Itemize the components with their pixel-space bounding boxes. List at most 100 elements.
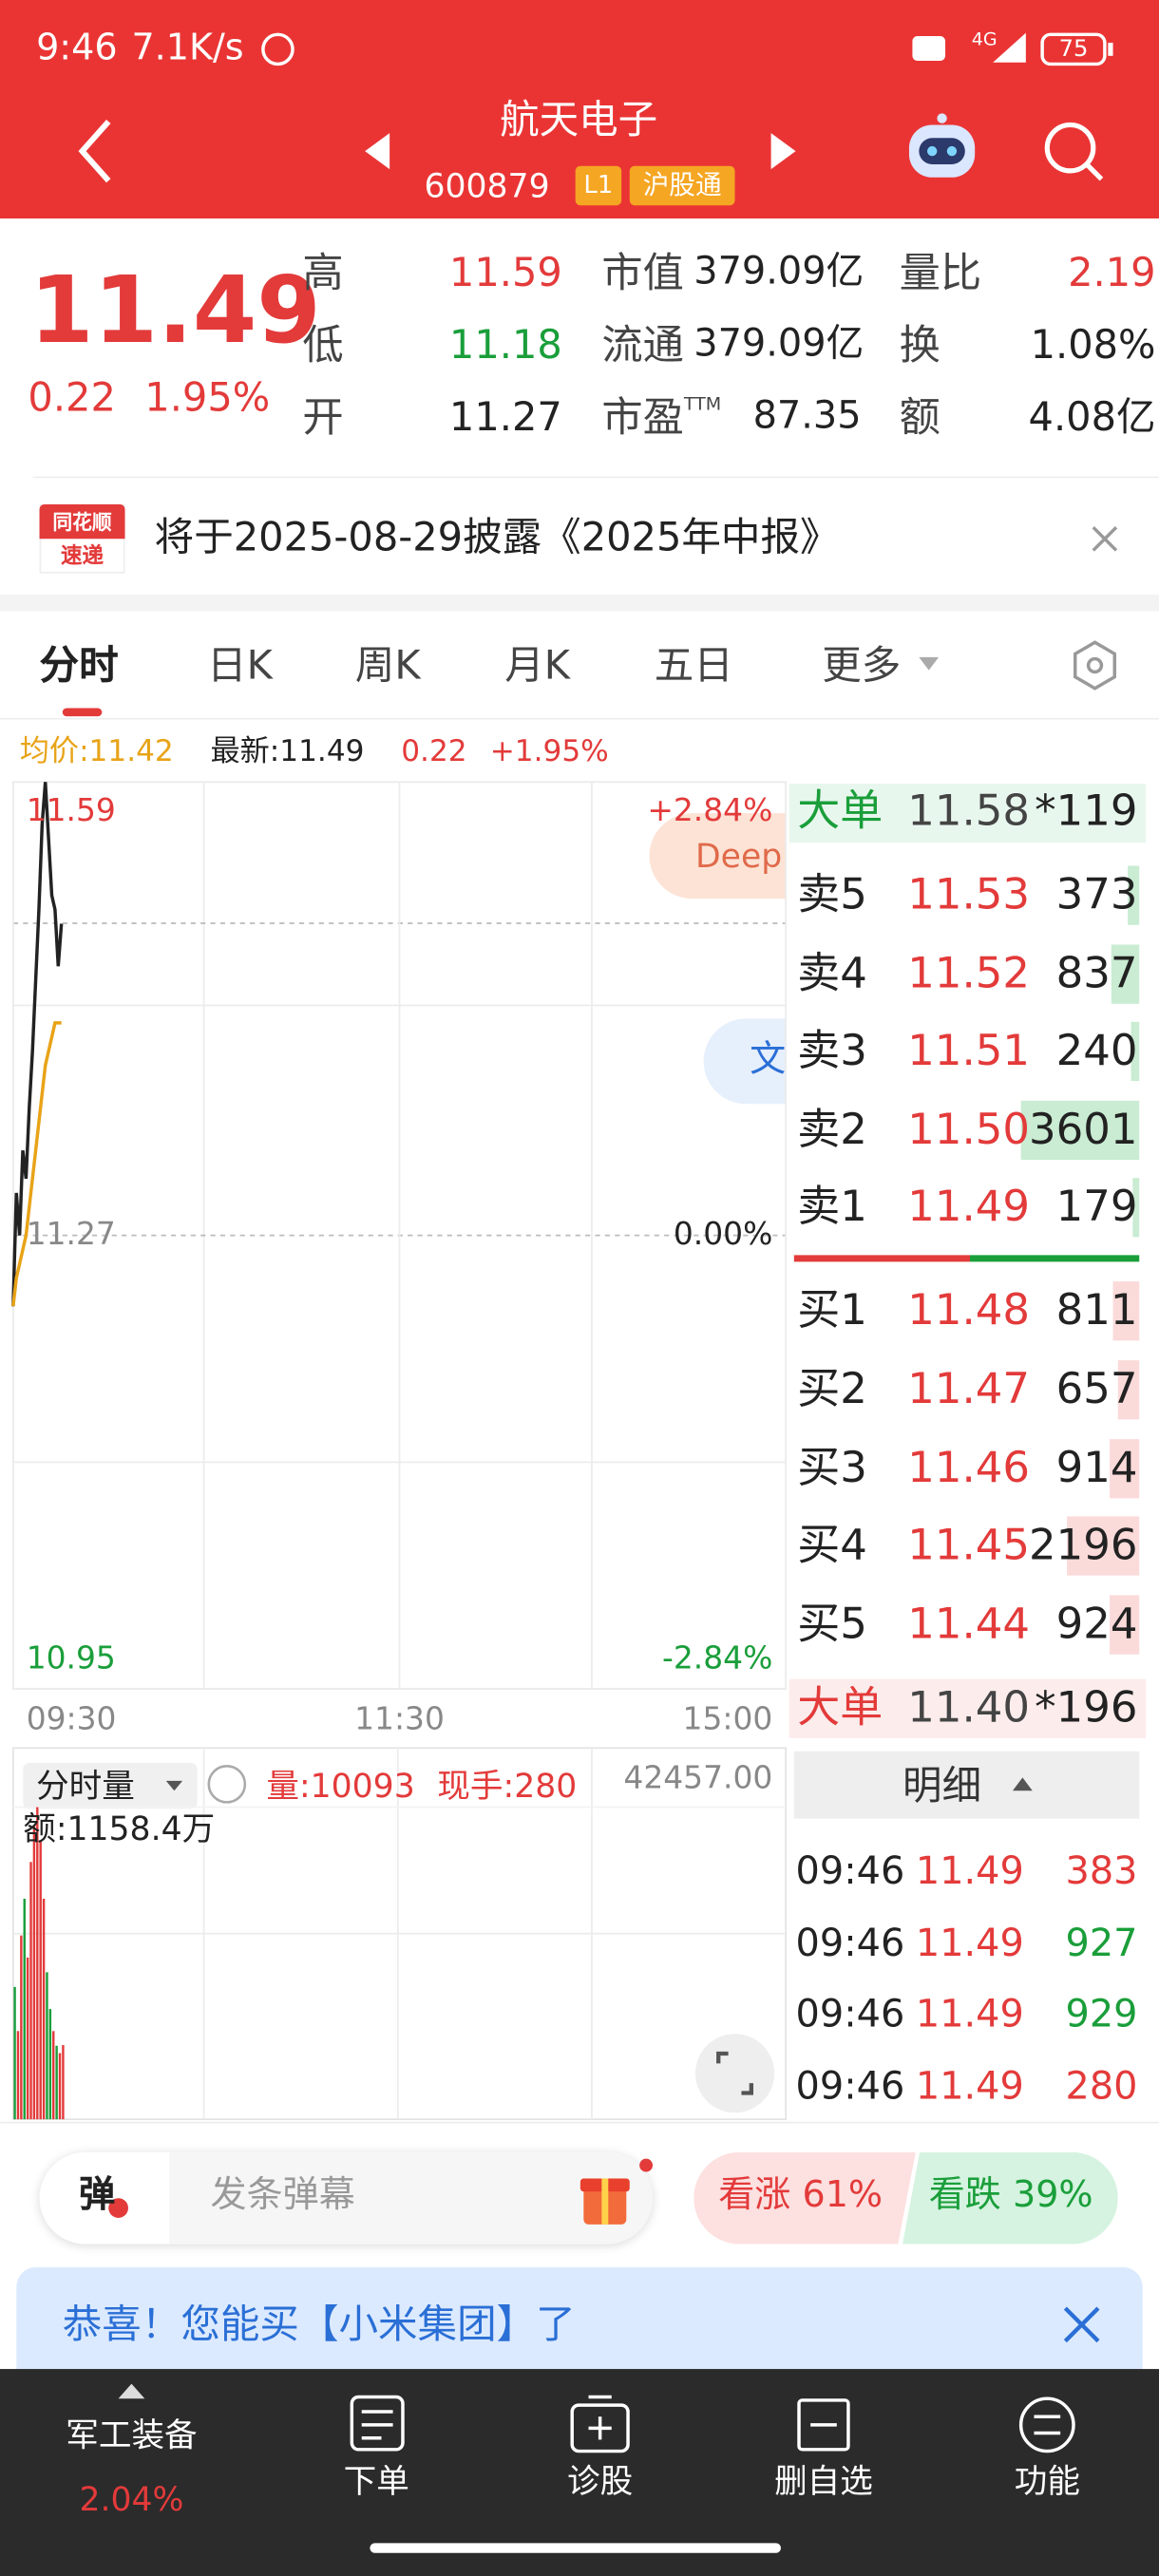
volume-bar	[1109, 1595, 1140, 1655]
book-label: 大单	[797, 786, 884, 837]
prev-icon[interactable]	[365, 133, 390, 170]
nav-item[interactable]: 功能	[1014, 2460, 1080, 2501]
book-label: 卖3	[797, 1026, 867, 1076]
trade-price: 11.49	[915, 2066, 1024, 2110]
gift-icon[interactable]	[580, 2158, 654, 2225]
detail-title[interactable]: 明细	[902, 1762, 982, 1809]
book-price: 11.49	[907, 1183, 1031, 1233]
close-banner-icon[interactable]	[1063, 2306, 1100, 2343]
volume-amount: 额:1158.4万	[23, 1809, 216, 1848]
dropdown-arrow	[165, 1780, 183, 1791]
volume-title[interactable]: 分时量	[36, 1766, 135, 1806]
volume-bar	[1130, 1021, 1140, 1082]
notice-badge-top: 同花顺	[52, 510, 112, 535]
y2-tick-label: -2.84%	[662, 1639, 773, 1677]
book-price: 11.40	[907, 1683, 1031, 1733]
book-label: 买4	[797, 1522, 867, 1571]
notice-badge-top	[39, 503, 125, 540]
last-price: 11.49	[29, 257, 321, 365]
expand-button[interactable]	[694, 2034, 775, 2113]
search-icon[interactable]	[1044, 122, 1104, 181]
y2-tick-label: 0.00%	[673, 1216, 773, 1253]
back-icon[interactable]	[78, 119, 111, 183]
stat-label: 量比	[899, 249, 982, 297]
volume-bar	[39, 1840, 42, 2120]
trade-volume: 280	[1065, 2066, 1138, 2110]
deep-button[interactable]: Deep	[694, 836, 783, 876]
nav-item[interactable]: 诊股	[567, 2460, 634, 2501]
big-sell-row	[788, 784, 1147, 843]
sentiment-up[interactable]: 看涨 61%	[718, 2174, 884, 2217]
tag-badge-text: 沪股通	[642, 169, 722, 201]
book-price: 11.46	[907, 1443, 1031, 1493]
trade-price: 11.49	[915, 1994, 1024, 2037]
volume-bar	[62, 2045, 65, 2120]
volume-bar	[16, 2031, 20, 2120]
y-tick-label: 42457.00	[623, 1760, 773, 1797]
detail-button	[793, 1751, 1140, 1819]
nav-item[interactable]: 删自选	[774, 2460, 873, 2501]
volume-bar	[13, 1986, 16, 2120]
settings-dot	[1086, 656, 1104, 674]
book-price: 11.52	[907, 948, 1031, 998]
stock-code: 600879	[424, 165, 550, 206]
trade-volume: 927	[1065, 1922, 1138, 1965]
nav-item[interactable]: 下单	[343, 2460, 409, 2501]
stat-value: 11.18	[448, 322, 562, 369]
book-price: 11.53	[907, 870, 1031, 920]
next-icon[interactable]	[770, 133, 796, 170]
help-icon[interactable]	[207, 1765, 247, 1804]
status-network: 4G	[971, 28, 998, 50]
book-label: 卖1	[797, 1183, 867, 1233]
stat-label: 市值	[601, 249, 684, 297]
tab[interactable]: 日K	[207, 642, 273, 689]
sentiment-down[interactable]: 看跌 39%	[928, 2174, 1093, 2217]
text-button[interactable]: 文	[750, 1039, 787, 1082]
sentiment-up	[694, 2151, 916, 2245]
price-line	[11, 782, 64, 1307]
tab[interactable]: 五日	[654, 642, 733, 689]
stat-value: 4.08亿	[1028, 394, 1156, 441]
stat-value: 2.19	[1068, 249, 1156, 296]
book-volume: 240	[1055, 1026, 1138, 1076]
stat-label: 换	[899, 321, 940, 369]
book-label: 买3	[797, 1443, 867, 1493]
danmu-input[interactable]: 发条弹幕	[210, 2174, 355, 2217]
danmu-badge[interactable]: 弹	[79, 2174, 116, 2217]
y-tick-label: 11.27	[26, 1216, 116, 1253]
book-volume: 3601	[1028, 1105, 1138, 1155]
stat-label-sup: TTM	[683, 393, 722, 415]
trade-time: 09:46	[795, 1994, 905, 2037]
settings-icon[interactable]	[1074, 640, 1117, 691]
nav-sector[interactable]: 军工装备	[66, 2415, 198, 2455]
volume-bar	[32, 1825, 36, 2120]
latest-price: 最新:11.49	[210, 734, 365, 769]
book-label: 卖4	[797, 948, 867, 998]
book-label: 买1	[797, 1286, 867, 1336]
stat-label: 低	[302, 321, 344, 369]
more-arrow	[919, 656, 940, 671]
detail-arrow	[1012, 1777, 1033, 1791]
tab[interactable]: 周K	[354, 642, 421, 689]
tab[interactable]: 更多	[822, 642, 902, 689]
floating-pill	[703, 1018, 787, 1105]
expand-icon	[716, 2051, 753, 2095]
trade-time: 09:46	[795, 1922, 905, 1965]
volume-bar	[1133, 1178, 1140, 1238]
book-volume: 2196	[1028, 1522, 1138, 1571]
banner-text[interactable]: 恭喜！您能买【小米集团】了	[62, 2301, 576, 2348]
trade-volume: 383	[1065, 1850, 1138, 1894]
danmu-input	[169, 2151, 654, 2245]
stat-value: 11.27	[448, 394, 562, 441]
tab[interactable]: 分时	[39, 642, 119, 689]
close-notice-icon[interactable]	[1092, 525, 1118, 552]
trade-time: 09:46	[795, 1850, 905, 1894]
floating-pill	[649, 813, 787, 900]
book-volume: *119	[1035, 786, 1138, 837]
tab[interactable]: 月K	[504, 642, 571, 689]
robot-icon[interactable]	[908, 113, 976, 178]
stat-value: 1.08%	[1030, 322, 1156, 369]
